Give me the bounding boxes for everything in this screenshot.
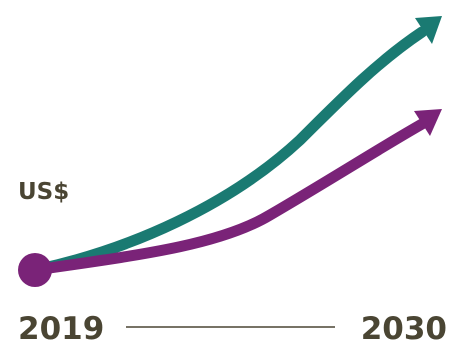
series-arrowhead-lower: [414, 109, 442, 136]
series-line-upper: [29, 26, 428, 276]
start-point-marker: [18, 253, 52, 287]
unit-label: US$: [18, 179, 69, 205]
x-start-label: 2019: [18, 311, 104, 345]
series-line-lower: [29, 118, 428, 276]
x-end-label: 2030: [361, 311, 447, 345]
series-arrowhead-upper: [415, 16, 442, 44]
